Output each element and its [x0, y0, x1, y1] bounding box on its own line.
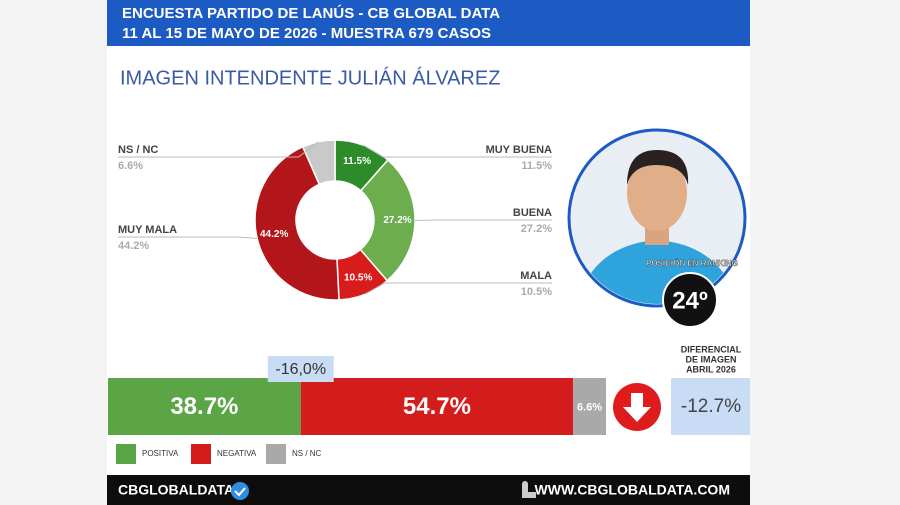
- legend-label: NS / NC: [292, 449, 322, 458]
- differential-label: DE IMAGEN: [685, 354, 736, 364]
- ranking-badge: [662, 272, 718, 328]
- legend-label: POSITIVA: [142, 449, 179, 458]
- category-label: MUY BUENA: [486, 144, 552, 156]
- leader-line: [364, 282, 552, 295]
- value-label: 44.2%: [118, 240, 149, 252]
- value-label: 11.5%: [521, 160, 552, 172]
- verified-check: [234, 487, 246, 497]
- differential-box: [671, 378, 750, 435]
- value-label: 6.6%: [118, 160, 143, 172]
- footer-url: WWW.CBGLOBALDATA.COM: [535, 482, 730, 498]
- bar-segment: [573, 378, 606, 435]
- category-label: MALA: [520, 270, 552, 282]
- bar-value-label: 6.6%: [577, 401, 602, 413]
- differential-label: DIFERENCIAL: [681, 344, 742, 354]
- footer-brand: CBGLOBALDATA: [118, 482, 234, 498]
- slice-label: 27.2%: [383, 215, 411, 226]
- category-label: NS / NC: [118, 144, 158, 156]
- leader-line: [118, 236, 258, 239]
- header-line: ENCUESTA PARTIDO DE LANÚS - CB GLOBAL DA…: [122, 4, 500, 22]
- donut-slice: [254, 145, 340, 301]
- leader-line: [363, 144, 552, 158]
- value-label: 10.5%: [521, 286, 552, 298]
- leader-line: [414, 219, 552, 222]
- donut-slice: [301, 139, 336, 186]
- bar-segment: [108, 378, 301, 435]
- verified-badge: [231, 482, 249, 500]
- legend-swatch: [116, 444, 136, 464]
- ranking-value: 24º: [672, 287, 708, 314]
- slice-label: 44.2%: [260, 229, 288, 240]
- annotation: -16,0%: [275, 361, 326, 378]
- donut-slice: [359, 158, 416, 282]
- down-arrow: [623, 393, 651, 422]
- leader-line: [118, 141, 319, 158]
- annotation-box: [267, 356, 334, 382]
- hand-icon: [522, 481, 536, 498]
- ranking-label: POSICIÓN EN RANKING: [646, 259, 738, 268]
- bar-value-label: 54.7%: [403, 393, 471, 420]
- value-label: 27.2%: [521, 223, 552, 235]
- bar-value-label: 38.7%: [170, 393, 238, 420]
- footer-band: [107, 475, 750, 505]
- legend-label: NEGATIVA: [217, 449, 257, 458]
- legend-swatch: [266, 444, 286, 464]
- chart-title: IMAGEN INTENDENTE JULIÁN ÁLVAREZ: [120, 66, 500, 89]
- differential-value: -12.7%: [681, 396, 741, 417]
- legend-swatch: [191, 444, 211, 464]
- header-band: [107, 0, 750, 46]
- category-label: BUENA: [513, 207, 552, 219]
- header-line: 11 AL 15 DE MAYO DE 2026 - MUESTRA 679 C…: [122, 25, 491, 42]
- category-label: MUY MALA: [118, 224, 177, 236]
- bar-segment: [300, 378, 574, 435]
- slice-label: 10.5%: [344, 273, 372, 284]
- differential-label: ABRIL 2026: [686, 364, 736, 374]
- slice-label: 11.5%: [343, 156, 371, 167]
